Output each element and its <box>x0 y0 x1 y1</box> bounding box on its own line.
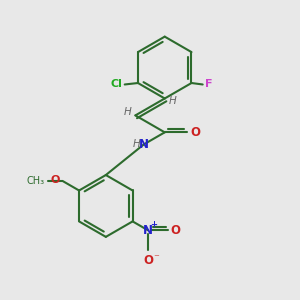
Text: O: O <box>51 175 60 185</box>
Text: H: H <box>133 139 140 149</box>
Text: CH₃: CH₃ <box>27 176 45 186</box>
Text: O: O <box>143 254 153 267</box>
Text: O: O <box>171 224 181 237</box>
Text: N: N <box>139 138 149 151</box>
Text: ⁻: ⁻ <box>153 253 159 263</box>
Text: Cl: Cl <box>111 80 123 89</box>
Text: H: H <box>169 96 177 106</box>
Text: F: F <box>205 80 212 89</box>
Text: +: + <box>150 220 157 230</box>
Text: H: H <box>123 107 131 118</box>
Text: O: O <box>190 126 200 139</box>
Text: N: N <box>143 224 153 237</box>
